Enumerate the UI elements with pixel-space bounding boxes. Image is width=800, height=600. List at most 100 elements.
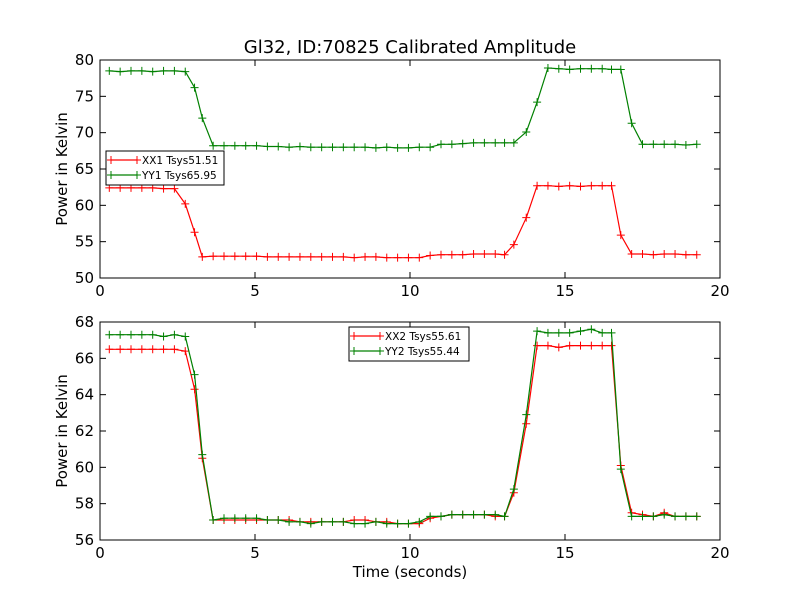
top-series-1-point: [382, 253, 391, 262]
top-series-1-point: [317, 252, 326, 261]
bottom-y-tick-label: 66: [75, 349, 94, 367]
top-series-2-point: [263, 142, 272, 151]
top-series-1-point: [263, 252, 272, 261]
top-series-2-point: [371, 143, 380, 152]
bottom-x-tick-label: 0: [95, 544, 105, 562]
top-series-2-point: [627, 119, 636, 128]
top-legend: XX1 Tsys51.51 YY1 Tsys65.95: [105, 150, 225, 186]
bottom-series-2-point: [285, 517, 294, 526]
bottom-series-1-point: [148, 345, 157, 354]
bottom-y-tick-label: 56: [75, 531, 94, 549]
top-y-tick-label: 50: [75, 269, 94, 287]
bottom-series-2-point: [116, 330, 125, 339]
top-series-1-point: [491, 250, 500, 259]
top-series-1-point: [159, 184, 168, 193]
x-axis-label: Time (seconds): [352, 563, 468, 581]
bottom-series-2-point: [317, 517, 326, 526]
top-y-tick-label: 55: [75, 233, 94, 251]
bottom-series-1-point: [137, 345, 146, 354]
top-series-2-point: [105, 66, 114, 75]
bottom-series-2-point: [598, 328, 607, 337]
bottom-y-tick-label: 64: [75, 386, 94, 404]
bottom-series-2-point: [393, 519, 402, 528]
bottom-series-2-point: [681, 512, 690, 521]
top-series-2-point: [350, 143, 359, 152]
top-y-tick-label: 60: [75, 196, 94, 214]
bottom-series-2-point: [252, 514, 261, 523]
bottom-series-2-point: [181, 332, 190, 341]
top-series-1-point: [339, 252, 348, 261]
top-legend-label-1: XX1 Tsys51.51: [142, 155, 218, 167]
bottom-series-1-point: [533, 341, 542, 350]
top-series-2-point: [565, 65, 574, 74]
bottom-x-tick-label: 15: [555, 544, 574, 562]
bottom-series-2-point: [692, 512, 701, 521]
bottom-series-2-point: [306, 519, 315, 528]
bottom-series-2-point: [671, 512, 680, 521]
top-series-1-point: [181, 199, 190, 208]
top-panel: 0 5 10 15 20 50 55 60 65 70 75 80 Power in Kelvin X…: [53, 51, 730, 300]
bottom-series-2-point: [522, 410, 531, 419]
top-series-2-point: [339, 143, 348, 152]
top-series-2-point: [491, 138, 500, 147]
bottom-series-2-point: [241, 514, 250, 523]
bottom-series-2-point: [404, 519, 413, 528]
top-x-tick-label: 10: [400, 282, 419, 300]
top-series-1-point: [627, 250, 636, 259]
top-series-2-point: [500, 138, 509, 147]
bottom-x-tick-label: 5: [250, 544, 260, 562]
top-series-1-point: [252, 252, 261, 261]
top-series-2-point: [328, 143, 337, 152]
top-series-1-point: [447, 250, 456, 259]
bottom-series-line-2: [109, 328, 697, 525]
bottom-series-2-point: [274, 516, 283, 525]
top-series-1-point: [404, 253, 413, 262]
top-series-1-point: [170, 184, 179, 193]
top-series-2-point: [137, 66, 146, 75]
bottom-series-1-point: [522, 419, 531, 428]
top-series-2-point: [404, 143, 413, 152]
top-series-1-point: [458, 250, 467, 259]
bottom-plot-area: [105, 325, 701, 528]
top-series-1-point: [607, 181, 616, 190]
top-series-2-point: [252, 141, 261, 150]
top-x-tick-label: 5: [250, 282, 260, 300]
top-legend-marker-2: [107, 171, 141, 179]
bottom-series-2-point: [220, 514, 228, 523]
top-series-1-point: [361, 252, 370, 261]
top-series-2-point: [509, 138, 518, 147]
bottom-legend-label-1: XX2 Tsys55.61: [385, 331, 461, 343]
top-series-1-point: [509, 240, 518, 249]
top-series-2-point: [692, 140, 701, 149]
bottom-series-2-point: [509, 485, 518, 494]
top-series-2-point: [638, 140, 647, 149]
top-series-2-point: [198, 114, 207, 123]
top-x-tick-label: 15: [555, 282, 574, 300]
bottom-y-tick-label: 58: [75, 495, 94, 513]
bottom-series-2-point: [565, 328, 574, 337]
bottom-series-2-point: [426, 512, 435, 521]
bottom-series-1-point: [607, 341, 616, 350]
top-series-1-point: [350, 253, 359, 262]
top-series-1-point: [295, 252, 304, 261]
top-series-1-point: [522, 213, 531, 222]
bottom-series-2-point: [480, 510, 489, 519]
top-series-1-point: [598, 181, 607, 190]
top-series-2-point: [159, 66, 168, 75]
top-series-2-point: [576, 64, 585, 73]
top-series-2-point: [543, 63, 552, 72]
top-series-2-point: [649, 140, 658, 149]
bottom-series-2-point: [263, 516, 272, 525]
bottom-series-2-point: [295, 517, 304, 526]
bottom-series-2-point: [660, 510, 669, 519]
bottom-series-2-point: [616, 465, 625, 474]
top-series-2-point: [317, 143, 326, 152]
top-series-2-point: [415, 143, 424, 152]
top-axis-ticks: 0 5 10 15 20 50 55 60 65 70 75 80: [75, 51, 730, 300]
top-series-2-point: [458, 139, 467, 148]
bottom-series-2-point: [339, 517, 348, 526]
bottom-x-tick-label: 10: [400, 544, 419, 562]
top-series-1-point: [469, 250, 478, 259]
top-series-1-point: [638, 250, 647, 259]
